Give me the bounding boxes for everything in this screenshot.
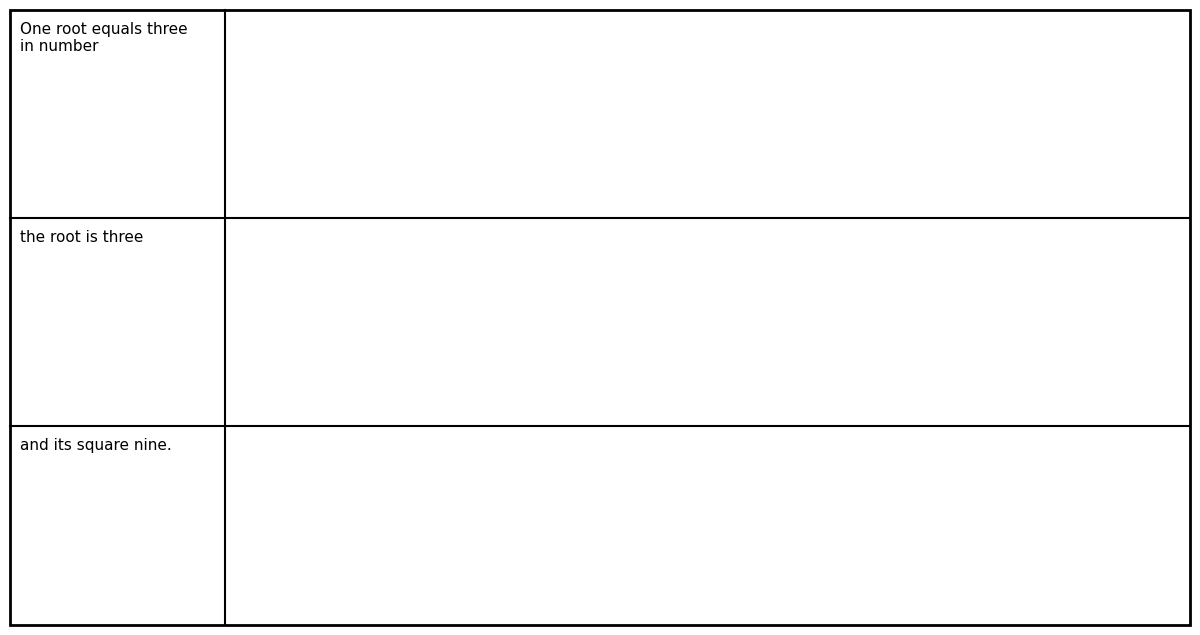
Bar <box>529 98 574 142</box>
Bar <box>576 353 607 384</box>
Text: 1: 1 <box>526 331 534 344</box>
Text: 1: 1 <box>526 472 534 486</box>
Bar <box>576 526 607 556</box>
Bar <box>508 253 646 298</box>
Text: 1: 1 <box>502 112 512 128</box>
Bar <box>544 492 641 590</box>
Bar <box>546 464 576 495</box>
Text: the root is three: the root is three <box>20 230 143 245</box>
Text: 1: 1 <box>526 300 534 313</box>
Text: x: x <box>314 315 324 329</box>
Text: x: x <box>358 111 368 129</box>
Text: $x^2$: $x^2$ <box>370 516 390 535</box>
Text: 1: 1 <box>619 331 628 344</box>
Text: 1: 1 <box>557 269 565 282</box>
Text: 1: 1 <box>557 300 565 313</box>
Text: 1: 1 <box>557 566 565 578</box>
Bar <box>607 260 638 291</box>
Bar <box>546 495 576 526</box>
Bar <box>576 556 607 587</box>
Bar <box>546 526 576 556</box>
Bar <box>576 495 607 526</box>
Bar <box>574 98 617 142</box>
Bar <box>576 464 607 495</box>
Text: 1: 1 <box>588 472 596 486</box>
Text: 1: 1 <box>588 566 596 578</box>
Bar <box>508 253 552 391</box>
Bar <box>607 495 638 526</box>
Text: 1: 1 <box>557 362 565 375</box>
Text: x: x <box>376 255 384 269</box>
Bar <box>546 353 576 384</box>
Bar <box>515 291 546 322</box>
Text: 1: 1 <box>619 472 628 486</box>
Text: 1: 1 <box>619 566 628 578</box>
Bar <box>515 526 546 556</box>
Bar <box>508 457 646 502</box>
Bar <box>332 478 427 573</box>
Bar <box>515 556 546 587</box>
Text: =: = <box>442 100 468 128</box>
Text: 1: 1 <box>619 300 628 313</box>
Bar <box>607 526 638 556</box>
Text: x: x <box>282 518 292 533</box>
Bar <box>607 464 638 495</box>
Bar <box>546 322 576 353</box>
Text: 1: 1 <box>526 535 534 547</box>
Bar <box>576 291 607 322</box>
Bar <box>515 464 546 495</box>
Bar <box>515 260 546 291</box>
Bar <box>607 322 638 353</box>
Text: 1: 1 <box>526 269 534 282</box>
Bar <box>576 260 607 291</box>
Text: 1: 1 <box>526 504 534 516</box>
Text: $x^2$: $x^2$ <box>370 312 390 332</box>
Bar <box>515 353 546 384</box>
Bar <box>607 556 638 587</box>
Text: 1: 1 <box>619 269 628 282</box>
Bar <box>300 241 434 377</box>
Bar <box>515 322 546 353</box>
Text: x: x <box>376 458 384 472</box>
Bar <box>332 274 427 370</box>
Bar <box>508 457 552 594</box>
Text: 1: 1 <box>619 535 628 547</box>
Text: One root equals three
in number: One root equals three in number <box>20 22 187 55</box>
Bar <box>607 353 638 384</box>
Bar <box>300 445 434 580</box>
Text: 1: 1 <box>557 504 565 516</box>
Bar <box>306 478 332 573</box>
Text: 1: 1 <box>526 362 534 375</box>
Text: 1: 1 <box>546 112 557 128</box>
Bar <box>485 98 529 142</box>
Text: 1: 1 <box>619 362 628 375</box>
Text: 1: 1 <box>588 269 596 282</box>
Text: =: = <box>457 307 482 337</box>
Text: 1: 1 <box>557 331 565 344</box>
Bar <box>607 291 638 322</box>
Text: 1: 1 <box>588 300 596 313</box>
Text: 1: 1 <box>557 535 565 547</box>
Text: 1: 1 <box>589 112 600 128</box>
Text: 1: 1 <box>526 566 534 578</box>
Text: and its square nine.: and its square nine. <box>20 438 172 453</box>
Text: x: x <box>314 519 324 533</box>
Text: 1: 1 <box>588 535 596 547</box>
Text: 1: 1 <box>619 504 628 516</box>
Bar <box>576 322 607 353</box>
Bar <box>320 98 406 142</box>
Bar <box>546 291 576 322</box>
Bar <box>306 274 332 370</box>
Text: 1: 1 <box>588 504 596 516</box>
Bar <box>546 260 576 291</box>
Text: 1: 1 <box>557 472 565 486</box>
Bar <box>332 452 427 478</box>
Bar <box>546 556 576 587</box>
Bar <box>332 248 427 274</box>
Text: =: = <box>457 511 482 540</box>
Text: x: x <box>282 314 292 330</box>
Text: 1: 1 <box>588 362 596 375</box>
Bar <box>515 495 546 526</box>
Text: 1: 1 <box>588 331 596 344</box>
